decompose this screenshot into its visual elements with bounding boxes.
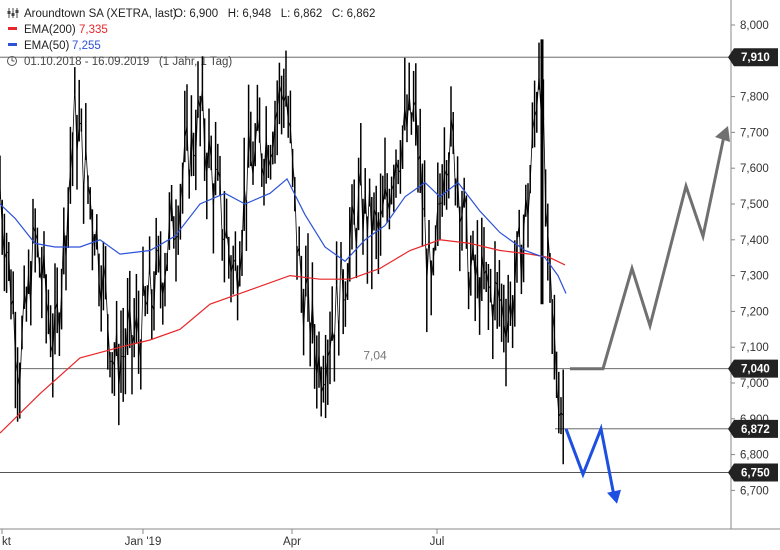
ema200-line bbox=[0, 239, 566, 434]
price-badge: 6,872 bbox=[728, 419, 778, 438]
clock-icon bbox=[7, 56, 17, 66]
scenario-arrows bbox=[564, 125, 730, 504]
x-tick-label: Apr bbox=[283, 536, 301, 548]
ema200-legend-label: EMA(200) bbox=[24, 24, 76, 36]
scenario-up-line bbox=[570, 135, 726, 371]
y-tick-label: 7,200 bbox=[740, 306, 769, 318]
y-tick-label: 6,700 bbox=[740, 485, 769, 497]
price-badge: 7,910 bbox=[728, 48, 778, 67]
scenario-down-arrowhead bbox=[607, 489, 621, 504]
price-badge: 6,750 bbox=[728, 463, 778, 482]
ema50-legend-label: EMA(50) bbox=[24, 40, 70, 52]
y-tick-label: 7,100 bbox=[740, 342, 769, 354]
y-tick-label: 7,500 bbox=[740, 199, 769, 211]
x-tick-label: kt bbox=[2, 536, 12, 548]
price-series bbox=[0, 39, 564, 465]
scenario-down-line bbox=[564, 423, 616, 497]
price-badge-shape bbox=[728, 48, 778, 67]
y-tick-label: 7,000 bbox=[740, 378, 769, 390]
y-tick-label: 6,800 bbox=[740, 450, 769, 462]
scenario-up-arrowhead bbox=[715, 125, 730, 142]
y-tick-label: 7,800 bbox=[740, 92, 769, 104]
price-badge: 7,040 bbox=[728, 359, 778, 378]
ema200-legend-swatch bbox=[8, 27, 17, 30]
ema50-line bbox=[0, 177, 567, 294]
price-badge-label: 7,910 bbox=[741, 52, 770, 64]
price-badge-label: 6,872 bbox=[741, 424, 770, 436]
legend-ohlc: O: 6,900 H: 6,948 L: 6,862 C: 6,862 bbox=[174, 8, 375, 20]
ema-lines bbox=[0, 177, 567, 434]
y-tick-label: 7,400 bbox=[740, 235, 769, 247]
ema200-legend-value: 7,335 bbox=[79, 24, 108, 36]
ema50-legend-value: 7,255 bbox=[72, 40, 101, 52]
legend-title: Aroundtown SA (XETRA, last) bbox=[24, 8, 177, 20]
level-annotation: 7,04 bbox=[363, 349, 387, 363]
price-badge-label: 6,750 bbox=[741, 468, 770, 480]
x-axis: kt Jan '19 Apr Jul bbox=[0, 528, 780, 548]
legend-period: 01.10.2018 - 16.09.2019 (1 Jahr, 1 Tag) bbox=[24, 56, 232, 68]
x-tick-label: Jan '19 bbox=[125, 536, 162, 548]
menu-icon[interactable] bbox=[7, 8, 19, 18]
price-badge-label: 7,040 bbox=[741, 364, 770, 376]
price-badge-shape bbox=[728, 419, 778, 438]
y-tick-label: 7,600 bbox=[740, 163, 769, 175]
x-tick-label: Jul bbox=[430, 536, 445, 548]
price-badges: 7,910 7,040 6,872 6,750 bbox=[728, 48, 778, 482]
price-badge-shape bbox=[728, 359, 778, 378]
ema50-legend-swatch bbox=[8, 43, 17, 46]
chart-legend: Aroundtown SA (XETRA, last) O: 6,900 H: … bbox=[7, 8, 375, 68]
price-badge-shape bbox=[728, 463, 778, 482]
y-tick-label: 7,300 bbox=[740, 271, 769, 283]
y-tick-label: 8,000 bbox=[740, 20, 769, 32]
y-tick-label: 7,700 bbox=[740, 127, 769, 139]
